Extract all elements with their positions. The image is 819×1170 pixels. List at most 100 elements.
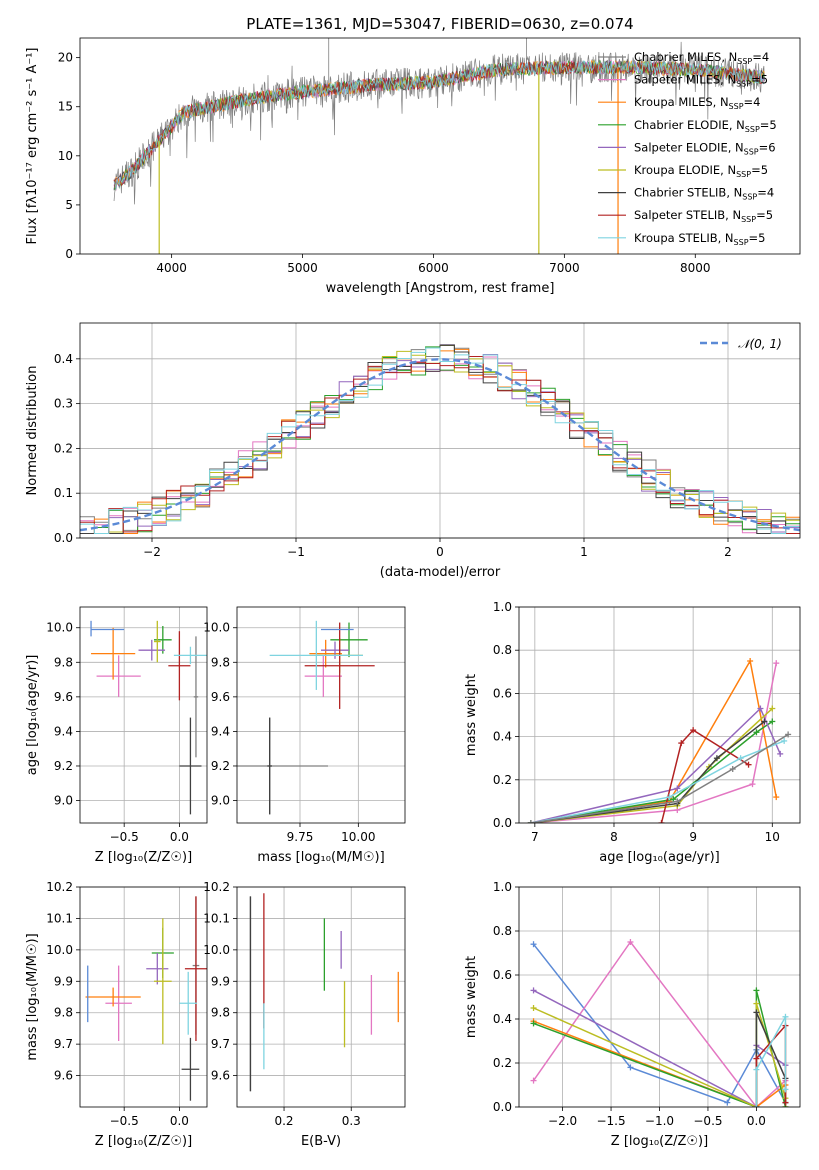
weight-vs-age-grid: [519, 606, 800, 824]
residuals-ytick-label: 0.3: [54, 397, 73, 411]
spectrum-ytick-label: 15: [58, 100, 73, 114]
mass-vs-Z-ticks: −0.5 0.0 9.6 9.7 9.8 9.9 10.0 10.1 10.2: [46, 880, 189, 1128]
legend-entry-label: Salpeter MILES, NSSP=5: [634, 73, 768, 89]
weight-vs-age-xlabel: age [log₁₀(age/yr)]: [599, 850, 720, 865]
legend-entry-label: Salpeter STELIB, NSSP=5: [634, 208, 773, 224]
mass-vs-ebv-xtick-label: 0.2: [274, 1114, 293, 1128]
mass-vs-Z-xlabel: Z [log₁₀(Z/Z☉)]: [95, 1134, 192, 1149]
age-vs-Z-plot-area: [90, 620, 207, 815]
residuals-xtick-label: 0: [436, 545, 444, 559]
mass-vs-Z-ytick-label: 10.0: [46, 943, 73, 957]
mass-weight-line: [530, 720, 773, 823]
residual-histogram-step: [80, 356, 800, 535]
mass-vs-ebv-ytick-label: 9.9: [211, 974, 230, 988]
mass-vs-ebv-ytick-label: 10.1: [203, 911, 230, 925]
age-vs-Z-ytick-label: 9.8: [54, 655, 73, 669]
mass-weight-line: [530, 707, 781, 823]
age-vs-mass-xtick-label: 10.00: [341, 830, 375, 844]
mass-vs-ebv-ticks: 0.2 0.3 9.6 9.7 9.8 9.9 10.0 10.1 10.2: [203, 880, 361, 1128]
spectrum-frame: [79, 37, 801, 255]
weight-vs-Z-xtick-label: −0.5: [693, 1114, 722, 1128]
weight-vs-Z-ytick-label: 0.2: [493, 1056, 512, 1070]
mass-vs-Z-frame: [79, 886, 208, 1108]
weight-vs-age-ytick-label: 0.8: [493, 643, 512, 657]
mass-vs-Z-plot-area: [85, 896, 207, 1101]
spectrum-xlabel: wavelength [Angstrom, rest frame]: [326, 281, 555, 296]
weight-vs-age-xtick-label: 10: [765, 830, 780, 844]
age-vs-Z-xtick-label: 0.0: [170, 830, 189, 844]
residuals-ticks: −2 −1 0 1 2 0.0 0.1 0.2 0.3 0.4: [54, 352, 732, 559]
weight-vs-Z-ytick-label: 0.0: [493, 1100, 512, 1114]
spectrum-axes: 4000 5000 6000 7000 8000 0 5 10 15 20 wavelength […: [25, 37, 801, 296]
mass-weight-line: [532, 940, 786, 1107]
mass-vs-Z-axes: −0.5 0.0 9.6 9.7 9.8 9.9 10.0 10.1 10.2 Z [log₁₀(…: [25, 880, 208, 1149]
mass-vs-Z-ytick-label: 9.6: [54, 1069, 73, 1083]
residuals-xtick-label: −1: [287, 545, 305, 559]
residuals-ytick-label: 0.1: [54, 486, 73, 500]
weight-vs-age-xtick-label: 9: [689, 830, 697, 844]
age-vs-Z-ytick-label: 9.4: [54, 724, 73, 738]
spectrum-ticks: 4000 5000 6000 7000 8000 0 5 10 15 20: [58, 51, 711, 275]
mass-weight-line: [660, 729, 749, 823]
weight-vs-age-xtick-label: 8: [610, 830, 618, 844]
age-vs-mass-frame: [236, 606, 406, 824]
age-vs-mass-ytick-label: 9.2: [211, 759, 230, 773]
weight-vs-Z-ticks: −2.0 −1.5 −1.0 −0.5 0.0 0.0 0.2 0.4 0.6 0.8 1.0: [493, 880, 766, 1128]
residual-histogram-step: [80, 347, 800, 535]
age-vs-Z-ytick-label: 9.0: [54, 794, 73, 808]
spectrum-ytick-label: 10: [58, 149, 73, 163]
spectrum-plot-area: [113, 38, 765, 254]
spectrum-xtick-label: 4000: [156, 261, 187, 275]
age-vs-Z-ytick-label: 9.6: [54, 690, 73, 704]
age-vs-mass-ytick-label: 9.8: [211, 655, 230, 669]
mass-vs-ebv-frame: [236, 886, 406, 1108]
mass-vs-ebv-xtick-label: 0.3: [342, 1114, 361, 1128]
age-vs-mass-ytick-label: 9.0: [211, 794, 230, 808]
weight-vs-Z-axes: −2.0 −1.5 −1.0 −0.5 0.0 0.0 0.2 0.4 0.6 0.8 1.0 Z […: [464, 880, 801, 1149]
mass-weight-line: [530, 740, 785, 823]
weight-vs-Z-ylabel: mass weight: [464, 956, 479, 1038]
weight-vs-Z-ytick-label: 1.0: [493, 880, 512, 894]
mass-vs-ebv-axes: 0.2 0.3 9.6 9.7 9.8 9.9 10.0 10.1 10.2 E(B-V): [203, 880, 406, 1149]
age-vs-mass-grid: [237, 607, 405, 823]
weight-vs-age-plot-area: [527, 658, 792, 823]
age-vs-Z-xtick-label: −0.5: [110, 830, 139, 844]
figure-title: PLATE=1361, MJD=53047, FIBERID=0630, z=0…: [246, 15, 633, 33]
weight-vs-age-ylabel: mass weight: [464, 674, 479, 756]
mass-weight-line: [530, 733, 789, 823]
mass-vs-Z-xtick-label: 0.0: [170, 1114, 189, 1128]
mass-vs-ebv-grid: [237, 886, 405, 1107]
mass-weight-line: [530, 663, 777, 823]
mass-weight-line: [755, 1016, 787, 1107]
weight-vs-Z-frame: [518, 886, 801, 1108]
residuals-plot-area: [80, 344, 800, 535]
weight-vs-age-ytick-label: 0.4: [493, 730, 512, 744]
mass-vs-ebv-ytick-label: 9.7: [211, 1037, 230, 1051]
residual-histogram-step: [80, 344, 800, 535]
weight-vs-Z-xtick-label: −1.0: [645, 1114, 674, 1128]
spectrum-xtick-label: 6000: [418, 261, 449, 275]
age-vs-Z-ytick-label: 9.2: [54, 759, 73, 773]
mass-vs-Z-ytick-label: 10.1: [46, 911, 73, 925]
residuals-frame: [79, 322, 801, 539]
mass-vs-ebv-ytick-label: 10.0: [203, 943, 230, 957]
age-vs-mass-ytick-label: 9.6: [211, 690, 230, 704]
residuals-axes: −2 −1 0 1 2 0.0 0.1 0.2 0.3 0.4 (data-model)/error…: [25, 322, 801, 580]
spectrum-legend: Chabrier MILES, NSSP=4 Salpeter MILES, NS…: [598, 50, 777, 247]
weight-vs-age-ytick-label: 0.2: [493, 773, 512, 787]
age-vs-mass-ytick-label: 9.4: [211, 724, 230, 738]
mass-vs-Z-ylabel: mass [log₁₀(M/M☉)]: [25, 933, 40, 1060]
spectrum-ylabel: Flux [fλ10⁻¹⁷ erg cm⁻² s⁻¹ A⁻¹]: [25, 48, 40, 245]
weight-vs-age-frame: [518, 606, 801, 824]
weight-vs-age-ticks: 7 8 9 10 0.0 0.2 0.4 0.6 0.8 1.0: [493, 600, 780, 844]
weight-vs-Z-xlabel: Z [log₁₀(Z/Z☉)]: [611, 1134, 708, 1149]
weight-vs-age-xtick-label: 7: [531, 830, 539, 844]
weight-vs-Z-xtick-label: −2.0: [548, 1114, 577, 1128]
legend-entry-label: Salpeter ELODIE, NSSP=6: [634, 140, 776, 156]
age-vs-mass-axes: 9.75 10.00 9.0 9.2 9.4 9.6 9.8 10.0 mass [log₁₀(…: [203, 606, 406, 865]
model-spectrum-line: [113, 60, 765, 190]
age-vs-Z-xlabel: Z [log₁₀(Z/Z☉)]: [95, 850, 192, 865]
weight-vs-age-ytick-label: 1.0: [493, 600, 512, 614]
age-vs-Z-ylabel: age [log₁₀(age/yr)]: [25, 655, 40, 776]
